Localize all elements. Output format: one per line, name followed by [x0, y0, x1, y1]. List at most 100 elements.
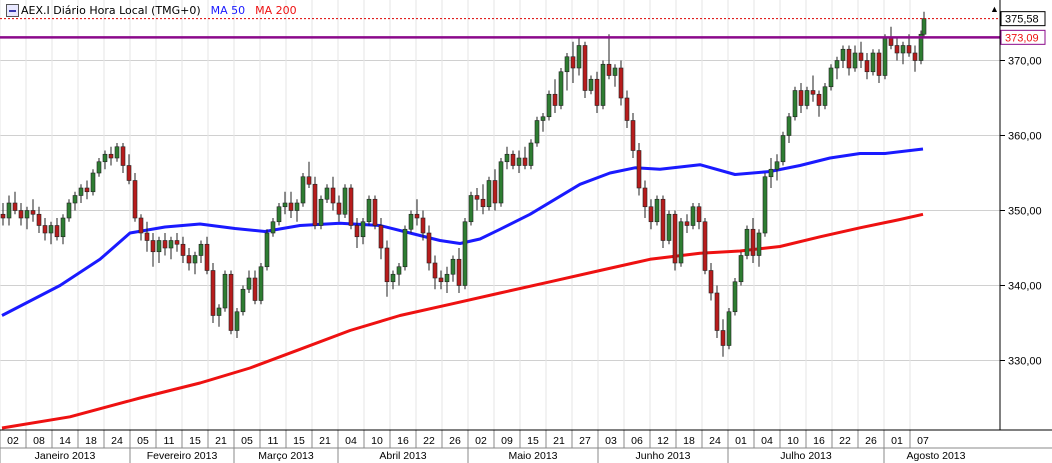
candle: [234, 308, 240, 338]
candle-body-up: [822, 86, 828, 106]
candle-body-down: [120, 146, 126, 166]
x-day-label: 15: [189, 435, 201, 447]
candle: [858, 41, 864, 68]
candle-body-up: [840, 48, 846, 61]
candle-body-down: [810, 90, 816, 95]
candle: [54, 218, 60, 241]
candle: [750, 218, 756, 263]
candle: [822, 83, 828, 110]
candle-body-up: [246, 277, 252, 290]
candle-body-down: [30, 210, 36, 215]
candle-body-down: [606, 63, 612, 76]
x-day-label: 18: [85, 435, 97, 447]
candle-body-up: [102, 153, 108, 163]
candle-body-down: [138, 217, 144, 234]
ma50-line: [1, 147, 924, 317]
candle: [540, 113, 546, 132]
chart-symbol-icon[interactable]: [6, 3, 19, 17]
last-price-label-box: [1000, 11, 1046, 27]
candle-body-down: [414, 213, 420, 219]
candle-body-down: [510, 153, 516, 166]
candle-body-down: [372, 198, 378, 226]
candle-body-up: [504, 153, 510, 163]
candle-body-down: [456, 258, 462, 286]
candle: [222, 270, 228, 312]
candle-body-down: [228, 273, 234, 331]
x-day-label: 11: [268, 435, 279, 447]
candle-body-down: [480, 198, 486, 208]
candle-body-down: [858, 52, 864, 61]
warning-triangle-icon[interactable]: ▲: [990, 4, 999, 14]
candle-body-up: [786, 116, 792, 136]
candle-body-up: [870, 52, 876, 73]
candle: [474, 188, 480, 211]
candle: [510, 150, 516, 170]
candle: [66, 199, 72, 222]
ma200-legend[interactable]: MA 200: [255, 3, 297, 17]
x-day-label: 21: [319, 435, 331, 447]
candle-body-up: [792, 90, 798, 118]
symbol-label[interactable]: AEX.I Diário Hora Local (TMG+0): [21, 3, 201, 17]
candle: [726, 308, 732, 350]
x-day-label: 22: [839, 435, 851, 447]
candle-body-up: [24, 210, 30, 219]
candle: [462, 218, 468, 290]
candle-body-up: [588, 78, 594, 91]
candle: [138, 214, 144, 241]
candle: [612, 64, 618, 87]
x-month-label: Junho 2013: [636, 450, 691, 462]
candle: [420, 210, 426, 241]
y-tick-label: 350,00: [1008, 206, 1042, 218]
candle-body-up: [282, 202, 288, 208]
candle: [294, 199, 300, 222]
x-day-label: 15: [527, 435, 539, 447]
candle-body-down: [648, 206, 654, 223]
candle-body-up: [828, 67, 834, 88]
candle: [600, 60, 606, 110]
candle: [132, 173, 138, 222]
candle: [528, 139, 534, 170]
x-day-label: 05: [241, 435, 253, 447]
x-month-label: Agosto 2013: [907, 450, 966, 462]
candle: [912, 45, 918, 72]
candle-body-down: [306, 176, 312, 185]
candle: [126, 154, 132, 185]
candle: [534, 116, 540, 147]
candle: [192, 251, 198, 275]
candle: [798, 83, 804, 113]
candle: [336, 195, 342, 222]
x-day-label: 08: [33, 435, 45, 447]
candle: [468, 191, 474, 226]
x-day-label: 12: [657, 435, 669, 447]
candle-body-down: [42, 225, 48, 234]
candle-body-up: [516, 157, 522, 166]
candle: [840, 45, 846, 68]
candle-body-down: [552, 93, 558, 106]
candle-body-up: [921, 18, 927, 35]
candle-body-down: [108, 153, 114, 159]
ma50-legend[interactable]: MA 50: [210, 3, 246, 17]
candle: [660, 195, 666, 248]
candle: [666, 210, 672, 245]
candle-body-down: [426, 232, 432, 264]
x-day-label: 18: [683, 435, 695, 447]
candle-body-down: [150, 240, 156, 253]
candle-body-up: [540, 116, 546, 121]
candle: [744, 225, 750, 260]
candle-body-down: [714, 292, 720, 331]
candle-body-down: [888, 37, 894, 46]
candle-body-up: [780, 135, 786, 163]
candle: [702, 218, 708, 275]
x-month-label: Maio 2013: [508, 450, 557, 462]
candle-body-down: [18, 210, 24, 219]
chart-header: AEX.I Diário Hora Local (TMG+0) MA 50 MA…: [6, 3, 307, 17]
candle: [450, 255, 456, 282]
candle-body-down: [288, 202, 294, 211]
candle: [246, 270, 252, 293]
candle: [210, 263, 216, 323]
candle: [156, 236, 162, 263]
candle-body-up: [774, 161, 780, 170]
candle-body-down: [384, 247, 390, 283]
candle: [720, 319, 726, 357]
x-day-label: 15: [293, 435, 305, 447]
